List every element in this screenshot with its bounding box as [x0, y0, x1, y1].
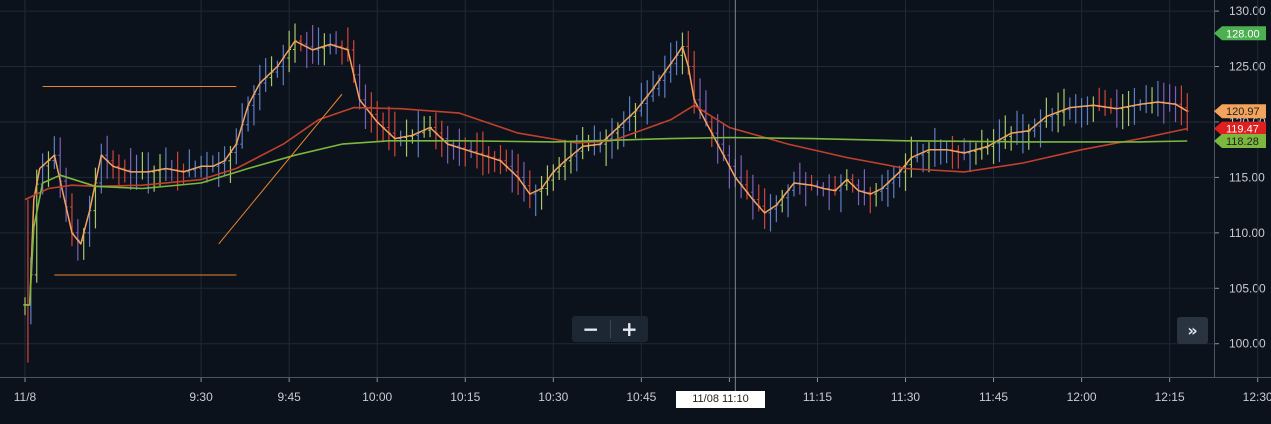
- zoom-separator: [609, 320, 611, 338]
- zoom-out-button[interactable]: −: [582, 317, 600, 341]
- x-tick-label: 12:30: [1243, 390, 1271, 404]
- ma-slow-tag-label: 118.28: [1226, 136, 1259, 148]
- moving-average-fast: [24, 104, 1188, 201]
- y-tick-label: 125.00: [1229, 60, 1266, 74]
- last-price-tag-shape: [1214, 104, 1266, 119]
- x-tick-label: 10:15: [450, 390, 480, 404]
- y-tick-label: 105.00: [1229, 281, 1266, 295]
- ma-fast-tag: 119.47: [1214, 121, 1266, 136]
- ma-fast-tag-shape: [1214, 121, 1266, 136]
- zoom-in-button[interactable]: +: [620, 317, 638, 341]
- x-tick-label: 12:15: [1155, 390, 1185, 404]
- ma-slow-tag-shape: [1214, 134, 1266, 149]
- price-tag-top: 128.00: [1214, 26, 1266, 41]
- x-tick-label: 11:30: [891, 390, 920, 404]
- x-tick-label: 11/8: [14, 390, 37, 404]
- x-tick-label: 10:00: [362, 390, 392, 404]
- y-tick-label: 100.00: [1229, 337, 1266, 351]
- x-tick-label: 9:30: [189, 390, 213, 404]
- last-price-tag-label: 120.97: [1226, 106, 1260, 118]
- price-tag-top-shape: [1214, 26, 1266, 41]
- x-tick-label: 10:30: [538, 390, 568, 404]
- ma-slow-tag: 118.28: [1214, 134, 1266, 149]
- annotation-trendline: [218, 93, 343, 245]
- x-tick-label: 11:15: [803, 390, 832, 404]
- price-tag-top-label: 128.00: [1226, 28, 1260, 40]
- x-tick-label: 11:45: [979, 390, 1008, 404]
- price-axis-background: [1214, 0, 1271, 378]
- x-tick-label: 12:00: [1067, 390, 1097, 404]
- crosshair-time-label: 11/08 11:10: [676, 391, 765, 408]
- scroll-to-latest-button[interactable]: »: [1177, 317, 1208, 344]
- moving-average-slow: [25, 136, 1188, 306]
- x-tick-label: 10:45: [626, 390, 656, 404]
- y-tick-label: 130.00: [1229, 4, 1266, 18]
- zoom-controls: − +: [572, 316, 648, 342]
- last-price-tag: 120.97: [1214, 104, 1266, 119]
- y-tick-label: 110.00: [1229, 226, 1265, 240]
- x-tick-label: 9:45: [277, 390, 301, 404]
- y-tick-label: 115.00: [1229, 170, 1265, 184]
- close-price-line: [25, 40, 1188, 306]
- ma-fast-tag-label: 119.47: [1226, 124, 1259, 136]
